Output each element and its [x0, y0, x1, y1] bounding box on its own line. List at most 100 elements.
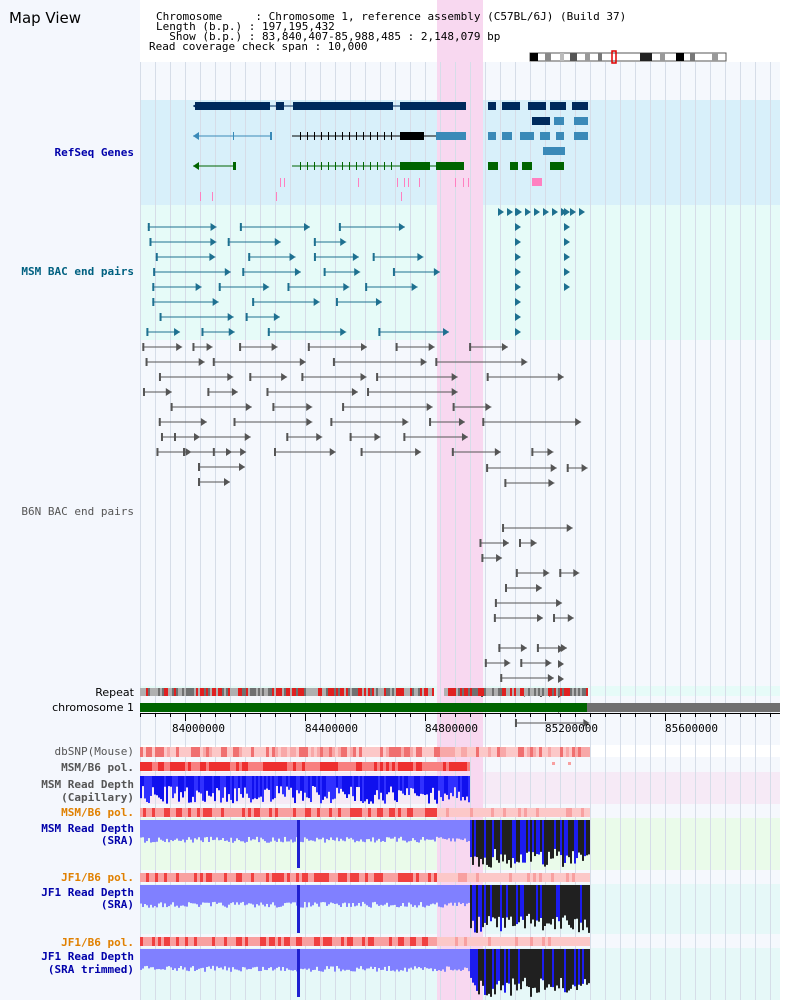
depth-bar [426, 820, 428, 840]
depth-bar [550, 820, 552, 859]
pol-mark [323, 873, 326, 882]
depth-bar [164, 949, 166, 970]
repeat-mark [386, 688, 388, 696]
pol-mark [263, 873, 266, 882]
pol-mark [515, 808, 518, 817]
depth-bar [424, 820, 426, 841]
track-label-msm-depth-sra[interactable]: MSM Read Depth [41, 822, 134, 835]
depth-bar [474, 820, 476, 857]
depth-bar [388, 776, 390, 793]
depth-bar [252, 885, 254, 905]
depth-bar [468, 885, 470, 903]
b6n-bac-pair-end [452, 403, 455, 411]
depth-bar [220, 820, 222, 840]
dbsnp-mark [557, 747, 560, 757]
depth-bar [502, 885, 504, 918]
depth-bar [540, 949, 542, 979]
repeat-mark [546, 688, 548, 696]
dbsnp-mark [272, 747, 275, 757]
pol-mark [488, 937, 491, 946]
gene-1-exon [528, 102, 546, 110]
pol-mark [554, 937, 557, 946]
pol-mark [557, 937, 560, 946]
track-label-dbsnp[interactable]: dbSNP(Mouse) [54, 745, 134, 758]
pol-mark [536, 808, 539, 817]
pol-mark [329, 762, 332, 771]
pol-mark [176, 937, 179, 946]
depth-bar [588, 949, 590, 984]
depth-bar [192, 885, 194, 904]
track-label-b6n-bac[interactable]: B6N BAC end pairs [21, 505, 134, 518]
track-label-msm-b6-pol-2[interactable]: MSM/B6 pol. [61, 806, 134, 819]
depth-bar [336, 776, 338, 788]
track-label-msm-b6-pol-1[interactable]: MSM/B6 pol. [61, 761, 134, 774]
pol-mark [269, 873, 272, 882]
track-label-refseq[interactable]: RefSeq Genes [54, 146, 134, 159]
pol-mark [395, 873, 398, 882]
b6n-bac-pair-end [351, 388, 358, 396]
pol-mark [230, 937, 233, 946]
pol-mark [215, 937, 218, 946]
track-label-jf1-b6-pol-2[interactable]: JF1/B6 pol. [61, 936, 134, 949]
pol-mark [551, 937, 554, 946]
depth-bar [372, 885, 374, 903]
dbsnp-mark [191, 747, 194, 757]
depth-bar [280, 776, 282, 787]
depth-bar [308, 949, 310, 969]
pol-mark [353, 937, 356, 946]
repeat-mark [394, 688, 396, 696]
repeat-mark [230, 688, 232, 696]
pol-mark [176, 762, 179, 771]
pol-mark [581, 937, 584, 946]
repeat-mark [352, 688, 354, 696]
track-label-jf1-depth-trimmed[interactable]: JF1 Read Depth [41, 950, 134, 963]
depth-bar [554, 885, 556, 930]
repeat-mark [306, 688, 308, 696]
b6n-bac-pair-end [514, 719, 517, 727]
pol-mark [539, 808, 542, 817]
b6n-bac-pair-end [486, 373, 489, 381]
depth-bar [188, 885, 190, 903]
dbsnp-mark [146, 747, 149, 757]
repeat-mark [430, 688, 432, 696]
depth-bar [438, 776, 440, 791]
depth-bar [558, 820, 560, 852]
msm-bac-end [507, 208, 513, 216]
msm-bac-pair-end [375, 298, 382, 306]
dbsnp-mark [431, 747, 434, 757]
depth-bar [214, 885, 216, 902]
depth-bar [334, 885, 336, 904]
track-label-msm-bac[interactable]: MSM BAC end pairs [21, 265, 134, 278]
depth-bar [390, 885, 392, 906]
track-label-jf1-b6-pol-1[interactable]: JF1/B6 pol. [61, 871, 134, 884]
depth-bar [504, 949, 506, 993]
pol-mark [281, 937, 284, 946]
pol-mark [542, 873, 545, 882]
depth-bar [450, 949, 452, 970]
pol-mark [410, 762, 413, 771]
depth-bar [276, 885, 278, 908]
track-label-jf1-depth-sra[interactable]: JF1 Read Depth [41, 886, 134, 899]
depth-bar [512, 949, 514, 979]
ideogram-band [598, 53, 602, 61]
depth-bar [578, 820, 580, 853]
depth-bar [290, 776, 292, 788]
depth-bar [284, 820, 286, 837]
track-label-msm-depth-capillary[interactable]: MSM Read Depth [41, 778, 134, 791]
depth-bar [548, 949, 550, 985]
pol-mark [512, 937, 515, 946]
depth-bar [178, 776, 180, 802]
b6n-bac-pair-end [501, 343, 508, 351]
depth-bar [338, 949, 340, 969]
repeat-mark [364, 688, 366, 696]
pol-mark [401, 808, 404, 817]
depth-bar [536, 820, 538, 855]
depth-bar [297, 820, 300, 868]
depth-bar [466, 885, 468, 904]
pol-mark [587, 873, 590, 882]
depth-bar [450, 776, 452, 793]
depth-bar [512, 820, 514, 859]
msm-bac-pair-end [227, 313, 234, 321]
depth-bar [560, 820, 562, 856]
